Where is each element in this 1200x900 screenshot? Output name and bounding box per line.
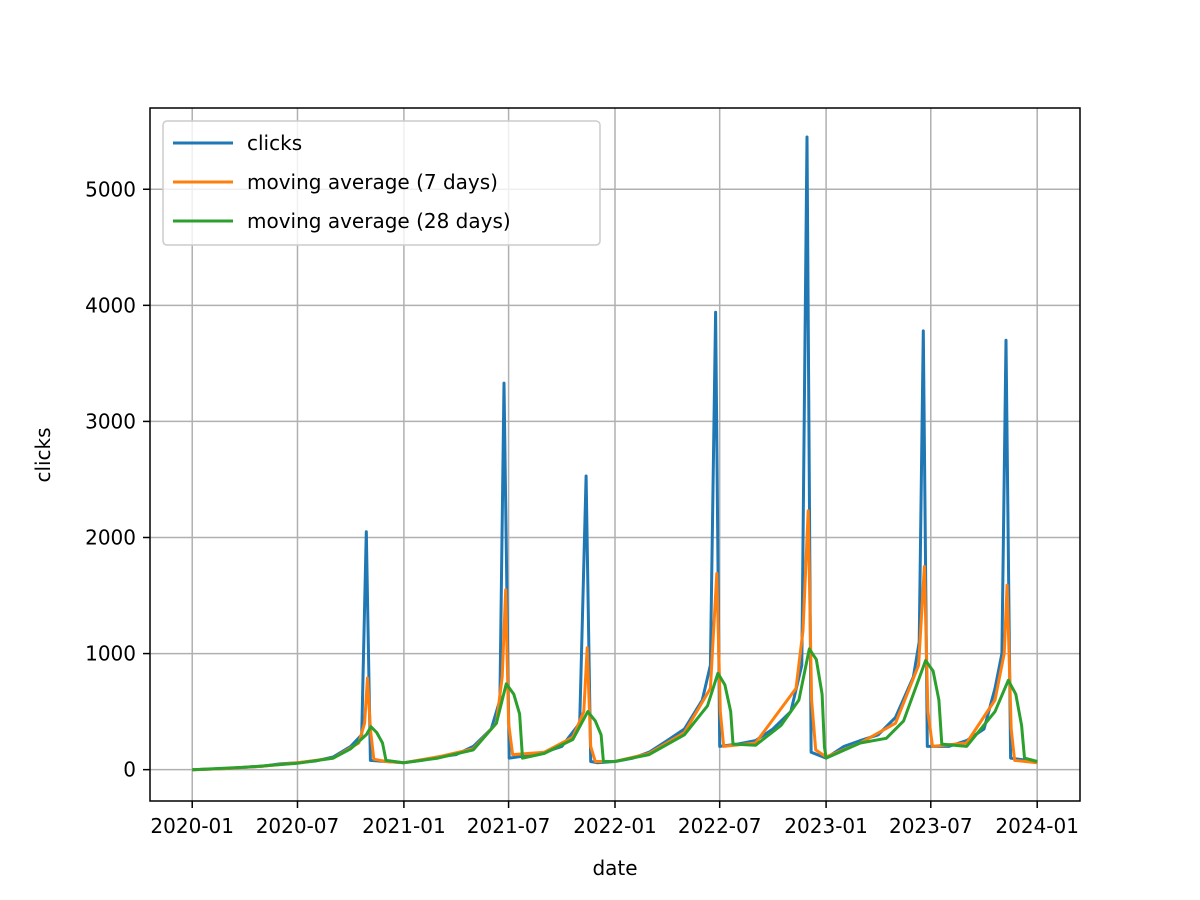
- ticks: 2020-01 2020-07 2021-01 2021-07 2022-01 2022-…: [85, 177, 1079, 838]
- x-tick-label: 2022-01: [573, 814, 657, 838]
- legend-label: clicks: [247, 131, 302, 155]
- x-axis-label: date: [592, 856, 637, 880]
- series-lines: [192, 135, 1038, 772]
- series-line-3: [192, 647, 1038, 772]
- y-axis-label: clicks: [31, 427, 55, 482]
- y-tick-label: 0: [123, 758, 136, 782]
- y-tick-label: 4000: [85, 293, 136, 317]
- legend: clicks moving average (7 days) moving aver…: [162, 120, 601, 246]
- y-tick-label: 2000: [85, 525, 136, 549]
- x-tick-label: 2021-07: [467, 814, 551, 838]
- legend-box: [162, 120, 601, 246]
- y-tick-label: 5000: [85, 177, 136, 201]
- x-tick-label: 2022-07: [678, 814, 762, 838]
- y-tick-label: 3000: [85, 409, 136, 433]
- x-tick-label: 2020-07: [256, 814, 340, 838]
- legend-label: moving average (28 days): [247, 209, 511, 233]
- y-tick-label: 1000: [85, 642, 136, 666]
- x-tick-label: 2021-01: [362, 814, 446, 838]
- x-tick-label: 2020-01: [150, 814, 234, 838]
- x-tick-label: 2024-01: [995, 814, 1079, 838]
- x-tick-label: 2023-01: [784, 814, 868, 838]
- legend-label: moving average (7 days): [247, 170, 498, 194]
- x-tick-label: 2023-07: [889, 814, 973, 838]
